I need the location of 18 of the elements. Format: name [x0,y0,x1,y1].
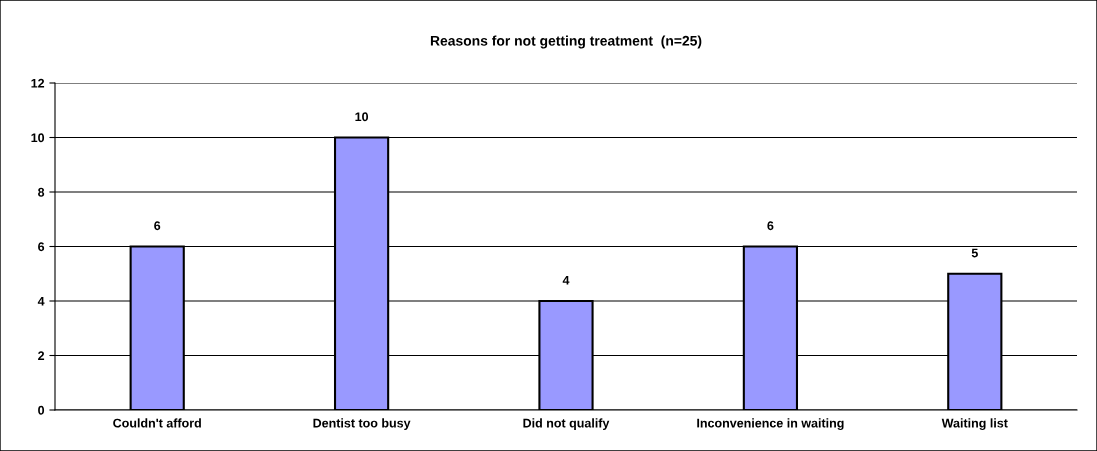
x-tick-label: Couldn't afford [113,418,201,428]
y-tick-label: 0 [38,405,45,415]
data-label: 6 [767,221,774,231]
data-label: 5 [971,248,978,258]
x-tick-label: Waiting list [941,418,1008,431]
data-label: 6 [154,221,161,231]
chart-title: Reasons for not getting treatment (n=25) [430,35,702,49]
x-tick-label: Did not qualify [523,418,610,430]
x-tick-label: Dentist too busy [313,418,411,430]
y-tick-label: 6 [38,242,45,252]
y-tick-label: 8 [38,187,45,197]
y-tick-label: 12 [31,78,45,88]
data-label: 4 [562,275,570,285]
data-label: 10 [355,112,369,122]
y-tick-label: 4 [37,296,45,306]
x-tick-label: Inconvenience in waiting [697,418,844,431]
y-tick-label: 2 [38,351,45,361]
y-tick-label: 10 [31,133,45,143]
